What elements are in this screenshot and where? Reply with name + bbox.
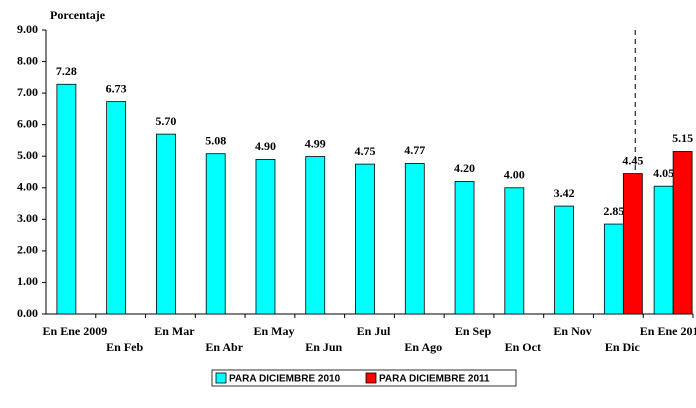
y-tick-label: 6.00 <box>17 116 38 130</box>
data-label: 4.45 <box>622 153 643 167</box>
x-tick-label: En Abr <box>205 340 243 354</box>
bar <box>454 181 475 315</box>
bar <box>305 156 326 315</box>
bar <box>554 205 574 315</box>
x-tick-label: En Dic <box>605 340 641 354</box>
bar <box>603 223 624 315</box>
legend-label: PARA DICIEMBRE 2010 <box>229 374 341 385</box>
bar <box>504 187 525 315</box>
x-tick-label: En Sep <box>455 324 492 338</box>
legend: PARA DICIEMBRE 2010 PARA DICIEMBRE 2011 <box>211 369 517 387</box>
bar <box>355 163 375 315</box>
y-tick-label: 4.00 <box>17 180 38 194</box>
x-tick-label: En Ene 2009 <box>43 324 108 338</box>
data-label: 3.42 <box>554 186 575 200</box>
x-tick-label: En Ene 2010 <box>640 324 696 338</box>
bar <box>653 185 674 315</box>
data-label: 4.90 <box>255 139 276 153</box>
data-label: 4.75 <box>355 144 376 158</box>
bar <box>56 83 77 315</box>
x-tick-label: En Nov <box>553 324 591 338</box>
data-label: 5.15 <box>672 131 693 145</box>
x-tick-label: En Oct <box>505 340 541 354</box>
x-tick-label: En May <box>253 324 294 338</box>
data-label: 5.70 <box>155 114 176 128</box>
data-label: 6.73 <box>106 81 127 95</box>
bar <box>672 151 693 315</box>
y-tick-label: 0.00 <box>17 306 38 320</box>
x-tick-label: En Mar <box>154 324 195 338</box>
x-tick-label: En Jul <box>357 324 391 338</box>
y-tick-label: 9.00 <box>17 22 38 36</box>
y-tick-label: 7.00 <box>17 85 38 99</box>
y-tick-label: 5.00 <box>17 148 38 162</box>
x-tick-label: En Ago <box>404 340 442 354</box>
bar <box>205 153 226 315</box>
data-label: 4.99 <box>305 136 326 150</box>
y-tick-label: 3.00 <box>17 211 38 225</box>
bar <box>156 133 176 315</box>
bar <box>622 173 643 315</box>
y-tick-label: 8.00 <box>17 53 38 67</box>
data-label: 5.08 <box>205 133 226 147</box>
bar <box>404 163 425 315</box>
y-axis-title: Porcentaje <box>50 8 106 22</box>
legend-label: PARA DICIEMBRE 2011 <box>379 374 490 385</box>
data-label: 4.00 <box>504 168 525 182</box>
data-label: 7.28 <box>56 64 77 78</box>
bar <box>255 158 276 315</box>
legend-swatch <box>215 372 227 384</box>
y-tick-label: 2.00 <box>17 243 38 257</box>
data-label: 4.77 <box>404 143 425 157</box>
legend-swatch <box>365 372 377 384</box>
bar <box>106 101 127 315</box>
y-tick-label: 1.00 <box>17 274 38 288</box>
x-tick-label: En Jun <box>305 340 342 354</box>
legend-box <box>211 369 517 387</box>
data-label: 4.20 <box>454 161 475 175</box>
data-label: 2.85 <box>603 204 624 218</box>
x-tick-label: En Feb <box>106 340 143 354</box>
data-label: 4.05 <box>653 166 674 180</box>
